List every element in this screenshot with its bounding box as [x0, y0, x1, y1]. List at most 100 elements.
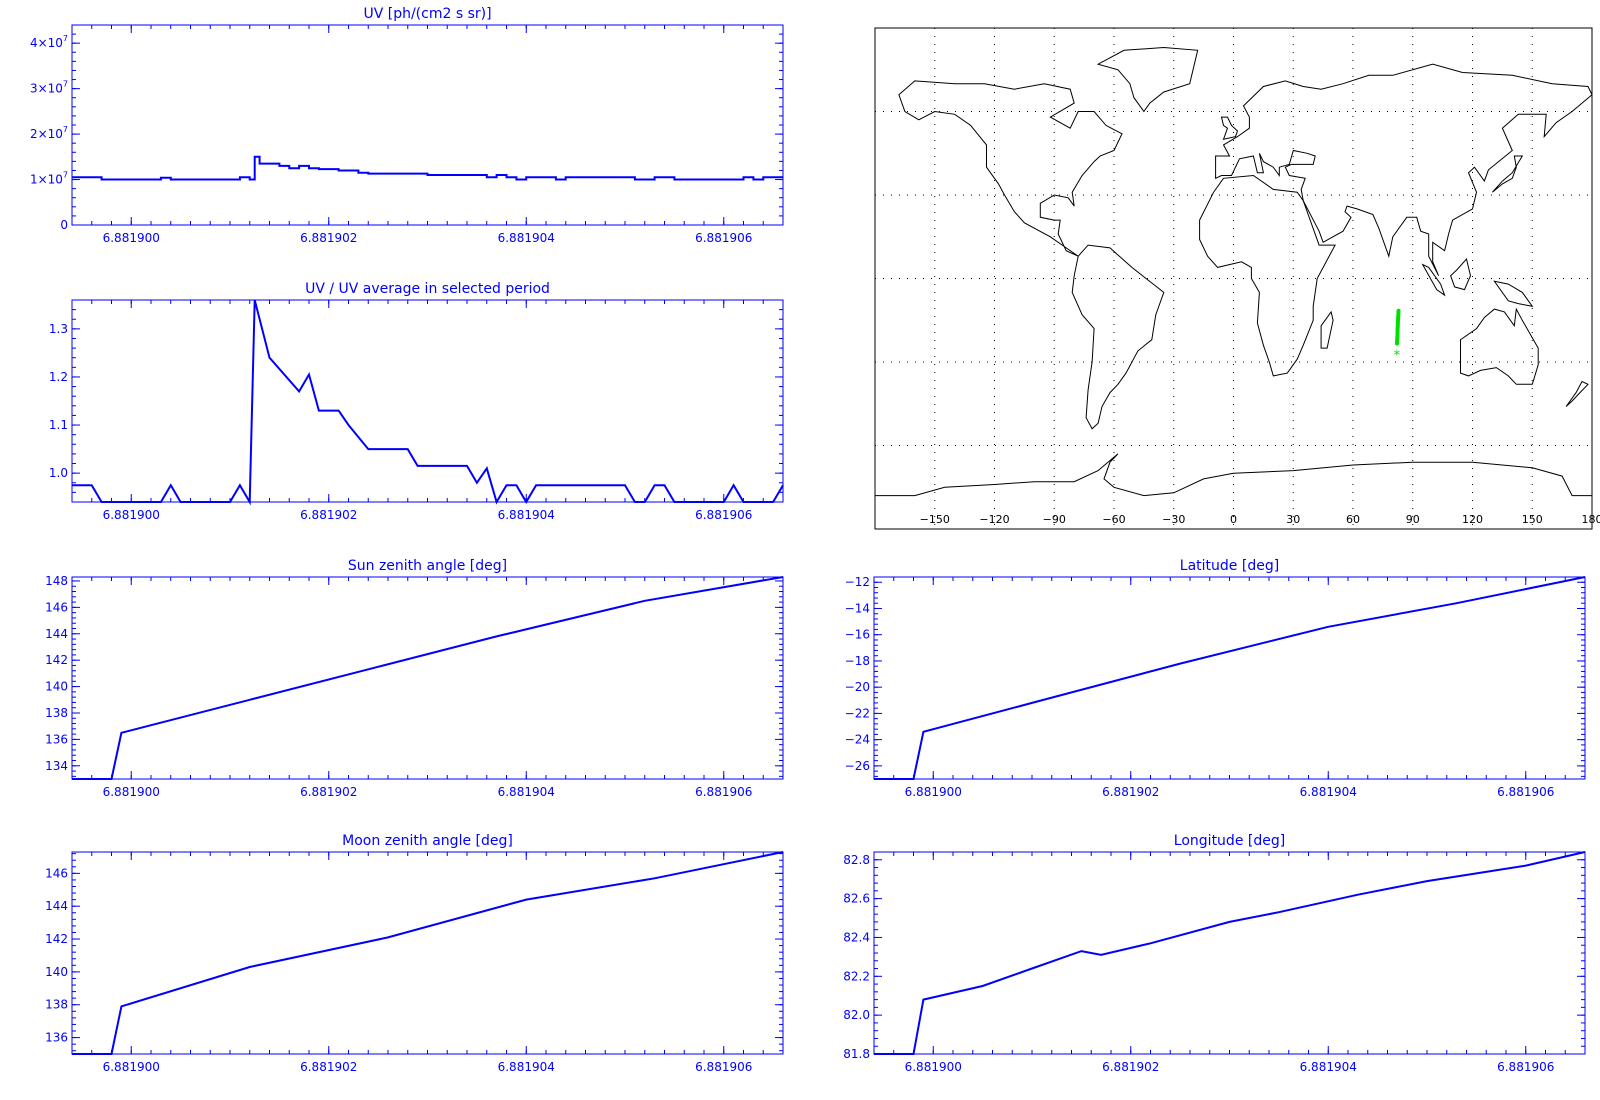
- coastline-new-guinea: [1493, 280, 1534, 308]
- x-tick-label: 6.881900: [103, 231, 160, 245]
- coastline-greenland: [1096, 46, 1199, 113]
- coastline-africa: [1199, 174, 1336, 377]
- y-tick-label: 1×107: [30, 171, 68, 187]
- map-lon-label: 180: [1582, 513, 1600, 526]
- y-tick-label: 82.0: [843, 1008, 870, 1022]
- x-tick-label: 6.881906: [1497, 1060, 1554, 1074]
- x-tick-label: 6.881902: [1102, 1060, 1159, 1074]
- sun-chart: Sun zenith angle [deg] 6.881900 6.881902 6.…: [45, 558, 784, 799]
- moon-chart: Moon zenith angle [deg] 6.881900 6.881902 6…: [45, 833, 784, 1074]
- x-tick-label: 6.881906: [1497, 785, 1554, 799]
- y-tick-label: −20: [845, 680, 870, 694]
- uv-chart: UV [ph/(cm2 s sr)] 6.881900 6.881902 6.8819…: [30, 6, 784, 245]
- y-tick-exponent: 7: [63, 34, 68, 43]
- y-tick-label: 142: [45, 932, 68, 946]
- map-lon-label: −60: [1102, 513, 1125, 526]
- y-tick-label: 0: [60, 218, 68, 232]
- coastline-borneo: [1450, 257, 1472, 291]
- series-line: [874, 576, 1586, 780]
- latitude-chart: Latitude [deg] 6.881900 6.881902 6.881904 6.…: [845, 558, 1586, 799]
- y-tick-label: 2×107: [30, 125, 68, 141]
- y-tick-label: 1.3: [49, 322, 68, 336]
- y-tick-label: 138: [45, 998, 68, 1012]
- series-line: [72, 155, 783, 181]
- y-tick-label: −18: [845, 654, 870, 668]
- y-tick-label: −22: [845, 706, 870, 720]
- coastline-new-zealand: [1565, 380, 1589, 407]
- chart-title: Sun zenith angle [deg]: [348, 558, 507, 574]
- coastline-eurasia: [1215, 63, 1593, 276]
- y-tick-label: 136: [45, 1031, 68, 1045]
- map-lon-label: −150: [920, 513, 950, 526]
- coastline-sumatra: [1421, 263, 1446, 297]
- y-tick-base: 4×10: [30, 36, 63, 50]
- y-tick-label: 1.1: [49, 418, 68, 432]
- coastline-britain: [1220, 116, 1239, 140]
- chart-title: UV / UV average in selected period: [305, 281, 550, 297]
- x-tick-label: 6.881902: [300, 508, 357, 522]
- map-lon-label: 150: [1522, 513, 1543, 526]
- ratio-chart: UV / UV average in selected period 6.8819…: [49, 281, 784, 522]
- y-tick-label: −24: [845, 733, 870, 747]
- y-tick-label: 81.8: [843, 1047, 870, 1061]
- x-tick-label: 6.881900: [905, 1060, 962, 1074]
- y-tick-label: 140: [45, 680, 68, 694]
- map-lon-label: −30: [1162, 513, 1185, 526]
- chart-title: Latitude [deg]: [1180, 558, 1279, 574]
- y-tick-label: 146: [45, 600, 68, 614]
- x-tick-label: 6.881906: [695, 508, 752, 522]
- y-tick-base: 2×10: [30, 127, 63, 141]
- series-line: [72, 299, 784, 506]
- plot-frame: [71, 851, 784, 1055]
- coastline-madagascar: [1320, 310, 1334, 349]
- y-tick-label: 82.6: [843, 892, 870, 906]
- x-tick-label: 6.881902: [300, 231, 357, 245]
- coastline-north-america: [898, 80, 1123, 257]
- longitude-chart: Longitude [deg] 6.881900 6.881902 6.881904 6…: [843, 833, 1586, 1074]
- y-tick-label: 134: [45, 759, 68, 773]
- y-tick-label: 138: [45, 706, 68, 720]
- y-tick-label: −26: [845, 759, 870, 773]
- y-tick-label: 146: [45, 866, 68, 880]
- x-tick-label: 6.881904: [1300, 1060, 1357, 1074]
- y-tick-base: 0: [60, 218, 68, 232]
- y-tick-base: 3×10: [30, 82, 63, 96]
- y-tick-label: −14: [845, 601, 870, 615]
- y-tick-base: 1×10: [30, 173, 63, 187]
- plot-frame: [873, 576, 1586, 780]
- x-tick-label: 6.881904: [498, 1060, 555, 1074]
- y-tick-label: 1.0: [49, 466, 68, 480]
- chart-title: Moon zenith angle [deg]: [342, 833, 513, 849]
- plot-frame: [873, 851, 1586, 1055]
- chart-title: Longitude [deg]: [1174, 833, 1285, 849]
- y-tick-exponent: 7: [63, 125, 68, 134]
- plot-frame: [71, 299, 784, 503]
- map-frame: [874, 27, 1593, 530]
- y-tick-exponent: 7: [63, 80, 68, 89]
- y-tick-exponent: 7: [63, 171, 68, 180]
- series-line: [874, 851, 1586, 1055]
- y-tick-label: −16: [845, 628, 870, 642]
- map-lon-label: 0: [1230, 513, 1237, 526]
- x-tick-label: 6.881900: [103, 1060, 160, 1074]
- coastline-australia: [1460, 307, 1539, 385]
- world-map: −150 −120 −90 −60 −30 0 30 60 90 120 150 180 *: [874, 27, 1600, 530]
- coastline-japan: [1492, 155, 1524, 193]
- chart-title: UV [ph/(cm2 s sr)]: [363, 6, 491, 22]
- x-tick-label: 6.881900: [103, 508, 160, 522]
- y-tick-label: 144: [45, 627, 68, 641]
- y-tick-label: 4×107: [30, 34, 68, 50]
- x-tick-label: 6.881904: [498, 785, 555, 799]
- map-lon-label: 120: [1462, 513, 1483, 526]
- current-position-marker: *: [1394, 349, 1401, 364]
- x-tick-label: 6.881906: [695, 1060, 752, 1074]
- x-tick-label: 6.881902: [300, 785, 357, 799]
- y-tick-label: 1.2: [49, 370, 68, 384]
- plot-frame: [71, 24, 784, 226]
- coastline-antarctica: [875, 453, 1592, 497]
- x-tick-label: 6.881906: [695, 785, 752, 799]
- y-tick-label: 140: [45, 965, 68, 979]
- map-lon-label: −90: [1043, 513, 1066, 526]
- y-tick-label: −12: [845, 575, 870, 589]
